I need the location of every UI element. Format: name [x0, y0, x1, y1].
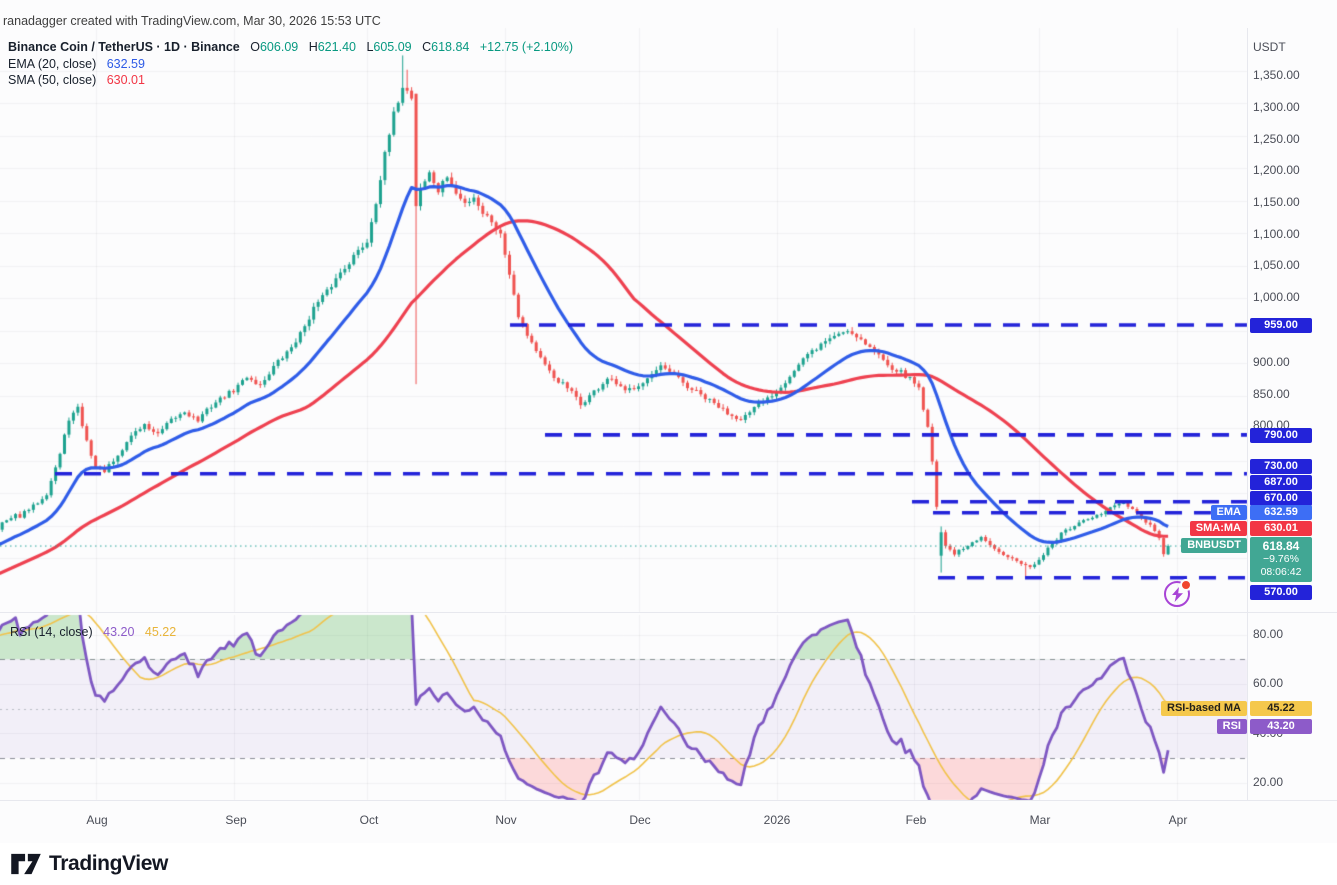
rsi-label: RSI (14, close): [10, 625, 93, 639]
ohlc-low: L605.09: [366, 40, 412, 54]
rsi-tick: 60.00: [1253, 676, 1284, 690]
ohlc-close: C618.84: [422, 40, 470, 54]
notification-dot: [1180, 579, 1192, 591]
time-tick-mar: Mar: [1029, 813, 1051, 827]
rsi-axis-chip: RSI: [1216, 719, 1247, 734]
rsi-value: 43.20: [103, 625, 135, 639]
bar-countdown: 08:06:42: [1260, 566, 1302, 578]
time-tick-2026: 2026: [763, 813, 791, 827]
sma-legend-row[interactable]: SMA (50, close) 630.01: [8, 73, 145, 87]
symbol-title: Binance Coin / TetherUS · 1D · Binance: [8, 40, 240, 54]
price-tick: 1,000.00: [1253, 290, 1300, 304]
last-price-tag: 618.84 −9.76% 08:06:42: [1250, 537, 1312, 582]
rsi-ma-axis-chip: RSI-based MA: [1161, 701, 1247, 716]
symbol-axis-chip: BNBUSDT: [1181, 538, 1247, 553]
time-tick-apr: Apr: [1168, 813, 1188, 827]
ohlc-high: H621.40: [308, 40, 356, 54]
rsi-tick: 20.00: [1253, 775, 1284, 789]
change-text: +12.75 (+2.10%): [479, 40, 573, 54]
last-price-change: −9.76%: [1263, 553, 1299, 565]
ema-axis-chip: EMA: [1210, 505, 1247, 520]
ema-value: 632.59: [106, 57, 145, 71]
level-tag-687: 687.00: [1250, 475, 1312, 490]
level-tag-959: 959.00: [1250, 318, 1312, 333]
lightning-icon: [1171, 586, 1183, 602]
sma-label: SMA (50, close): [8, 73, 97, 87]
ema-label: EMA (20, close): [8, 57, 97, 71]
rsi-ma-axis-value: 45.22: [1250, 701, 1312, 716]
time-tick-dec: Dec: [629, 813, 651, 827]
price-axis-divider: [1247, 28, 1248, 800]
pane-divider[interactable]: [0, 612, 1337, 613]
ema-axis-value: 632.59: [1250, 505, 1312, 520]
flash-emoji-button[interactable]: [1164, 579, 1192, 607]
time-axis-divider: [0, 800, 1337, 801]
rsi-tick: 80.00: [1253, 627, 1284, 641]
rsi-legend-row[interactable]: RSI (14, close) 43.20 45.22: [10, 625, 176, 639]
sma-value: 630.01: [106, 73, 145, 87]
ema-legend-row[interactable]: EMA (20, close) 632.59: [8, 57, 145, 71]
time-tick-nov: Nov: [495, 813, 517, 827]
price-tick: 850.00: [1253, 387, 1290, 401]
level-tag-670: 670.00: [1250, 491, 1312, 506]
time-tick-aug: Aug: [86, 813, 108, 827]
sma-axis-value: 630.01: [1250, 521, 1312, 536]
rsi-ma-value: 45.22: [144, 625, 177, 639]
price-tick: 1,200.00: [1253, 163, 1300, 177]
ohlc-open: O606.09: [250, 40, 299, 54]
price-tick: 1,250.00: [1253, 132, 1300, 146]
level-tag-790: 790.00: [1250, 428, 1312, 443]
symbol-legend-row[interactable]: Binance Coin / TetherUS · 1D · Binance O…: [8, 40, 573, 54]
rsi-axis-value: 43.20: [1250, 719, 1312, 734]
last-price-value: 618.84: [1262, 539, 1300, 553]
price-tick: 1,300.00: [1253, 100, 1300, 114]
time-tick-feb: Feb: [905, 813, 927, 827]
price-tick: 1,050.00: [1253, 258, 1300, 272]
time-tick-sep: Sep: [225, 813, 247, 827]
price-tick: 1,350.00: [1253, 68, 1300, 82]
level-tag-570: 570.00: [1250, 585, 1312, 600]
price-tick: 1,100.00: [1253, 227, 1300, 241]
price-tick: 900.00: [1253, 355, 1290, 369]
watermark-text: ranadagger created with TradingView.com,…: [3, 14, 381, 28]
sma-axis-chip: SMA:MA: [1189, 521, 1247, 536]
tradingview-logo-mark: [11, 853, 41, 875]
time-tick-oct: Oct: [359, 813, 379, 827]
footer-bar: TradingView: [0, 843, 1337, 885]
level-tag-730: 730.00: [1250, 459, 1312, 474]
price-axis-currency: USDT: [1253, 40, 1286, 54]
tradingview-logo-text: TradingView: [49, 852, 168, 875]
tradingview-logo[interactable]: TradingView: [10, 852, 168, 876]
price-tick: 1,150.00: [1253, 195, 1300, 209]
